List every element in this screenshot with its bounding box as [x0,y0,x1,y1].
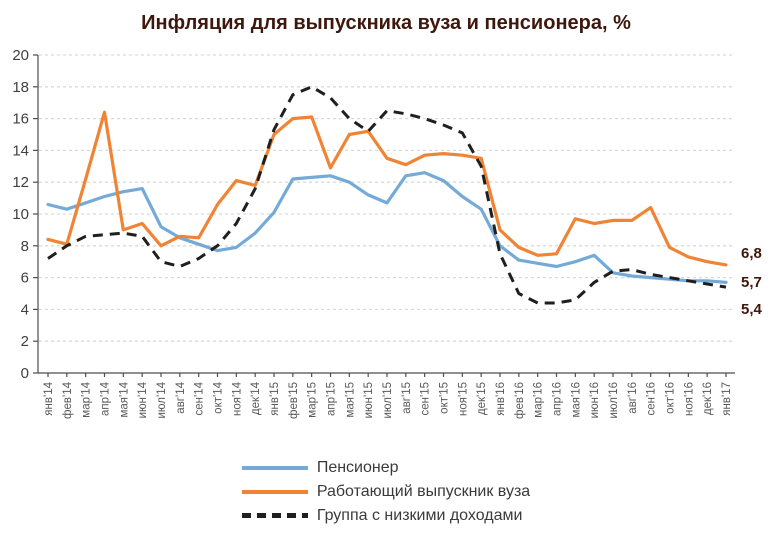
y-tick-label: 16 [12,111,29,128]
x-tick-label: ноя'16 [683,382,695,416]
x-tick-label: июл'16 [608,382,620,419]
y-tick-label: 6 [21,270,29,287]
x-tick-label: окт'16 [665,382,677,414]
y-tick-label: 8 [21,238,29,255]
x-tick-label: янв'14 [43,381,55,415]
legend-item-graduate: Работающий выпускник вуза [241,482,531,501]
y-tick-label: 0 [21,365,29,382]
x-tick-label: дек'16 [702,382,714,415]
gridlines [39,54,735,342]
x-tick-label: янв'17 [721,382,733,416]
legend-label-pensioner: Пенсионер [316,458,399,476]
x-tick-label: июн'15 [363,382,375,418]
legend-label-graduate: Работающий выпускник вуза [316,482,531,500]
y-tick-label: 2 [21,333,29,350]
x-tick-label: окт'14 [213,381,225,413]
legend-line-low-income-icon [241,513,308,518]
legend-item-pensioner: Пенсионер [241,458,399,477]
series-line-1 [46,110,728,267]
y-tick-label: 14 [12,142,29,159]
x-tick-label: авг'16 [627,382,639,414]
x-tick-label: фев'16 [514,382,526,419]
x-tick-label: ноя'15 [457,382,469,416]
x-tick-label: мая'16 [570,382,582,418]
y-tick-label: 12 [12,174,29,191]
x-tick-label: фев'15 [288,382,300,419]
series-line-0 [46,171,728,284]
chart-title: Инфляция для выпускника вуза и пенсионер… [141,12,631,34]
x-tick-label: сен'15 [420,382,432,415]
x-tick-label: апр'15 [326,382,338,416]
line-chart-canvas: 0 2 4 6 8 10 12 14 16 18 20 янв'14 фев'14 мар'14 апр'1… [12,47,763,419]
x-tick-label: июл'14 [156,381,168,418]
legend: Пенсионер Работающий выпускник вуза Груп… [0,458,772,525]
y-tick-label: 4 [21,301,29,318]
x-tick-label: апр'16 [552,382,564,416]
x-tick-label: мар'14 [81,381,93,417]
end-value-label: 5,4 [741,301,763,318]
x-tick-label: дек'15 [476,382,488,415]
x-tick-label: июн'16 [589,382,601,418]
x-tick-label: авг'14 [175,381,187,413]
x-tick-label: сен'16 [646,382,658,415]
end-value-label: 6,8 [741,245,762,262]
y-tick-label: 10 [12,206,29,223]
legend-item-low-income: Группа с низкими доходами [241,506,523,525]
x-tick-label: мар'16 [533,382,545,418]
x-tick-label: сен'14 [194,381,206,415]
x-tick-label: янв'15 [269,382,281,416]
x-tick-label: мая'14 [118,381,130,417]
legend-line-pensioner-icon [241,465,308,470]
x-tick-label: фев'14 [62,381,74,419]
x-tick-label: апр'14 [100,381,112,416]
end-value-label: 5,7 [741,274,762,291]
x-tick-label: авг'15 [401,382,413,414]
y-tick-label: 20 [12,47,29,64]
x-tick-label: мар'15 [307,382,319,418]
y-tick-label: 18 [12,79,29,96]
x-tick-label: июн'14 [137,381,149,418]
x-tick-label: окт'15 [439,382,451,414]
x-axis: янв'14 фев'14 мар'14 апр'14 мая'14 июн'14 июл'… [38,372,735,419]
x-tick-label: ноя'14 [231,381,243,416]
legend-label-low-income: Группа с низкими доходами [316,506,523,524]
x-tick-label: дек'14 [250,381,262,415]
x-tick-label: янв'16 [495,382,507,416]
x-tick-label: июл'15 [382,382,394,419]
x-tick-label: мая'15 [344,382,356,418]
y-axis: 0 2 4 6 8 10 12 14 16 18 20 [12,47,39,382]
legend-items: Пенсионер Работающий выпускник вуза Груп… [241,458,531,525]
legend-line-graduate-icon [241,489,308,494]
